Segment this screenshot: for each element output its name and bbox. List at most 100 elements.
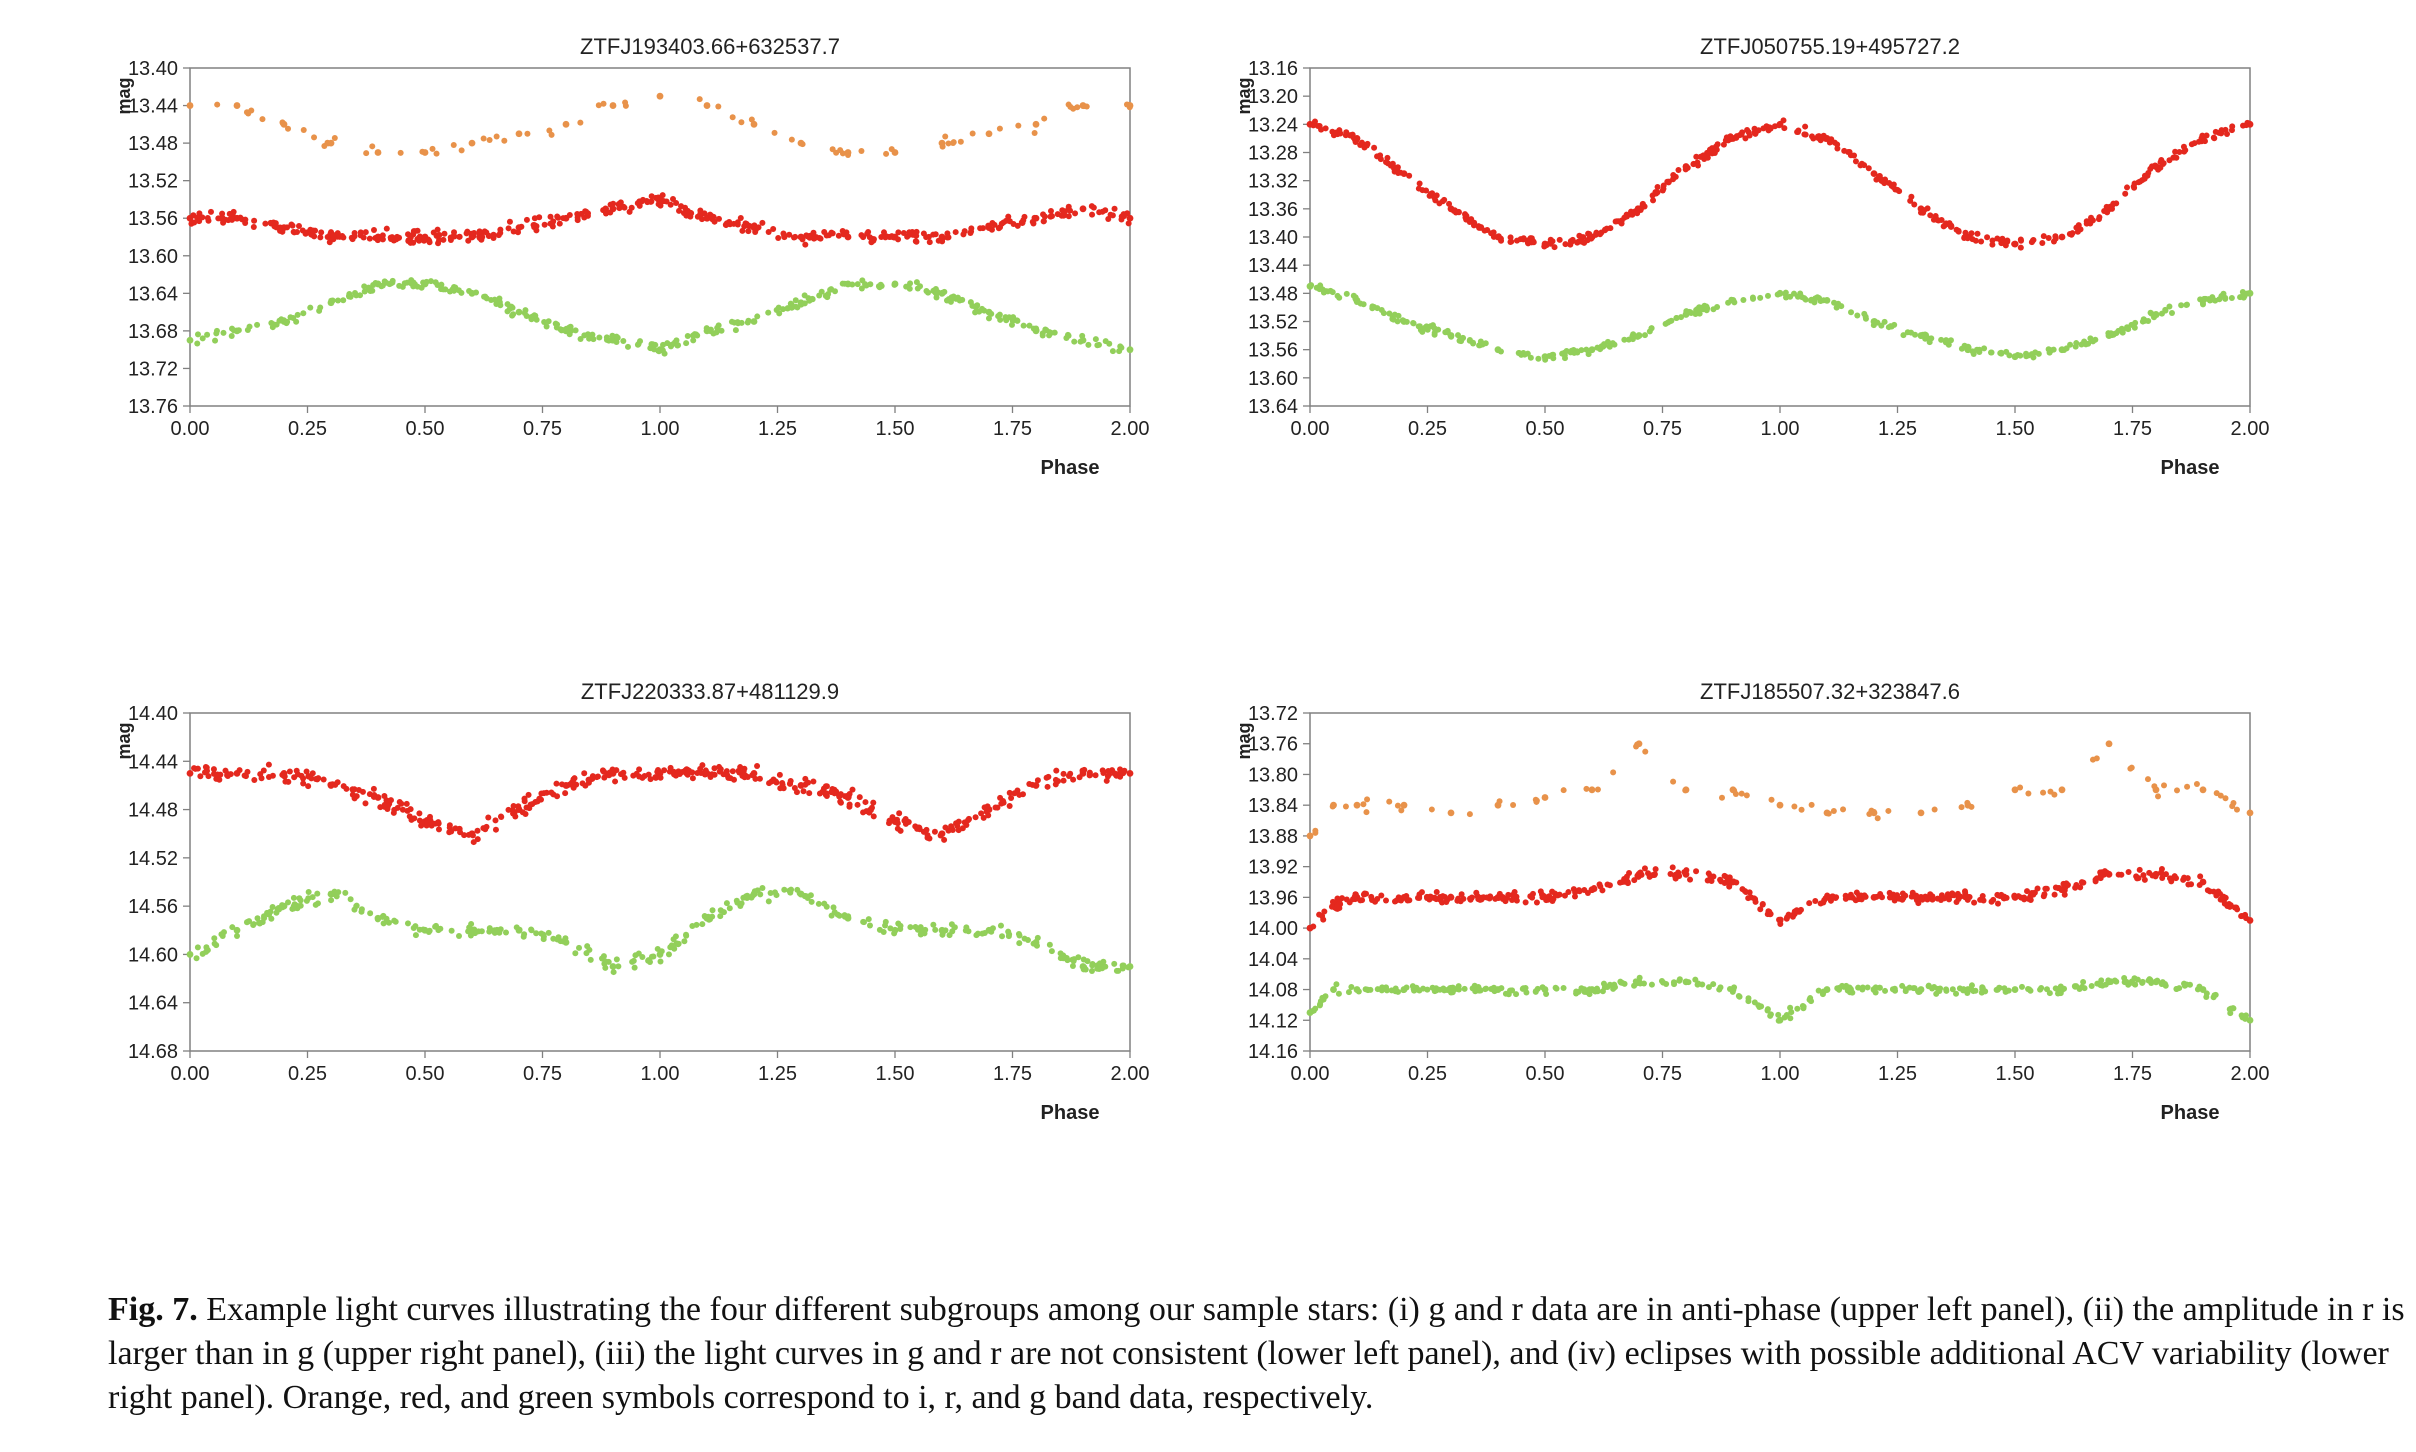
data-point <box>2011 986 2019 993</box>
data-point <box>1648 981 1655 988</box>
data-point <box>210 766 217 773</box>
data-point <box>646 958 653 965</box>
data-point <box>632 952 639 959</box>
x-tick-label: 2.00 <box>1111 418 1150 440</box>
data-point <box>1915 900 1922 907</box>
data-point <box>1879 894 1886 901</box>
data-point <box>607 209 614 216</box>
y-tick-label: 13.56 <box>1248 340 1298 362</box>
data-point <box>387 280 394 287</box>
y-tick-label: 14.12 <box>1248 1010 1298 1032</box>
data-point <box>1794 1005 1801 1012</box>
data-point <box>1076 774 1083 781</box>
data-point <box>809 296 816 303</box>
data-point <box>1420 985 1427 992</box>
data-point <box>620 338 627 345</box>
data-point <box>293 318 300 325</box>
data-point <box>1675 166 1682 173</box>
data-point <box>2046 990 2053 997</box>
data-point <box>1386 798 1393 805</box>
data-point <box>669 195 676 202</box>
data-point <box>1938 892 1945 899</box>
data-point <box>441 230 448 237</box>
y-tick-label: 13.84 <box>1248 795 1298 817</box>
data-point <box>1979 985 1986 992</box>
data-point <box>1499 894 1506 901</box>
data-point <box>222 767 229 774</box>
data-point <box>787 780 794 787</box>
data-point <box>1900 332 1907 339</box>
data-point <box>1687 876 1694 883</box>
data-point <box>1539 984 1546 991</box>
data-point <box>849 786 856 793</box>
data-point <box>2088 214 2095 221</box>
data-point <box>559 781 566 788</box>
data-point <box>1672 875 1679 882</box>
data-point <box>2168 878 2175 885</box>
data-point <box>1468 216 1475 223</box>
data-point <box>452 825 459 832</box>
data-point <box>1071 338 1078 345</box>
data-point <box>501 137 508 144</box>
data-point <box>492 817 499 824</box>
data-point <box>1591 886 1598 893</box>
y-tick-label: 13.40 <box>1248 227 1298 249</box>
data-point <box>203 767 210 774</box>
data-point <box>1088 967 1095 974</box>
series-g <box>1306 282 2254 363</box>
data-point <box>1978 238 1985 245</box>
data-point <box>2206 888 2213 895</box>
x-tick-label: 1.75 <box>2113 418 2152 440</box>
data-point <box>1491 988 1498 995</box>
x-tick-label: 0.50 <box>1526 418 1565 440</box>
data-point <box>2147 977 2154 984</box>
data-point <box>363 150 370 157</box>
data-point <box>1881 318 1888 325</box>
data-point <box>229 325 236 332</box>
data-point <box>550 935 557 942</box>
data-point <box>1705 984 1712 991</box>
y-axis-label: mag <box>114 722 134 759</box>
data-point <box>216 776 223 783</box>
data-point <box>257 771 264 778</box>
data-point <box>353 903 360 910</box>
data-point <box>446 822 453 829</box>
data-point <box>466 924 473 931</box>
data-point <box>1588 786 1596 794</box>
data-point <box>683 931 690 938</box>
data-point <box>1061 208 1068 215</box>
data-point <box>1072 210 1079 217</box>
data-point <box>2018 237 2025 244</box>
data-point <box>985 812 992 819</box>
data-point <box>1509 896 1516 903</box>
data-point <box>1439 893 1446 900</box>
data-point <box>2113 978 2120 985</box>
data-point <box>1333 981 1340 988</box>
data-point <box>1403 318 1410 325</box>
data-point <box>2158 870 2165 877</box>
data-point <box>403 800 410 807</box>
y-tick-label: 13.80 <box>1248 764 1298 786</box>
data-point <box>1695 980 1702 987</box>
data-point <box>1825 810 1832 817</box>
data-point <box>1327 287 1334 294</box>
data-point <box>416 237 423 244</box>
data-point <box>2227 1010 2234 1017</box>
data-point <box>266 911 273 918</box>
y-tick-label: 13.48 <box>128 133 178 155</box>
data-point <box>926 239 933 246</box>
data-point <box>2173 154 2180 161</box>
data-point <box>481 293 488 300</box>
data-point <box>2121 974 2128 981</box>
data-point <box>1371 144 1378 151</box>
data-point <box>233 926 241 934</box>
data-point <box>1865 165 1872 172</box>
data-point <box>2186 981 2193 988</box>
data-point <box>2230 799 2237 806</box>
data-point <box>1789 913 1796 920</box>
data-point <box>335 889 342 896</box>
data-point <box>1694 305 1701 312</box>
data-point <box>1634 741 1641 748</box>
data-point <box>212 337 219 344</box>
data-point <box>309 231 316 238</box>
